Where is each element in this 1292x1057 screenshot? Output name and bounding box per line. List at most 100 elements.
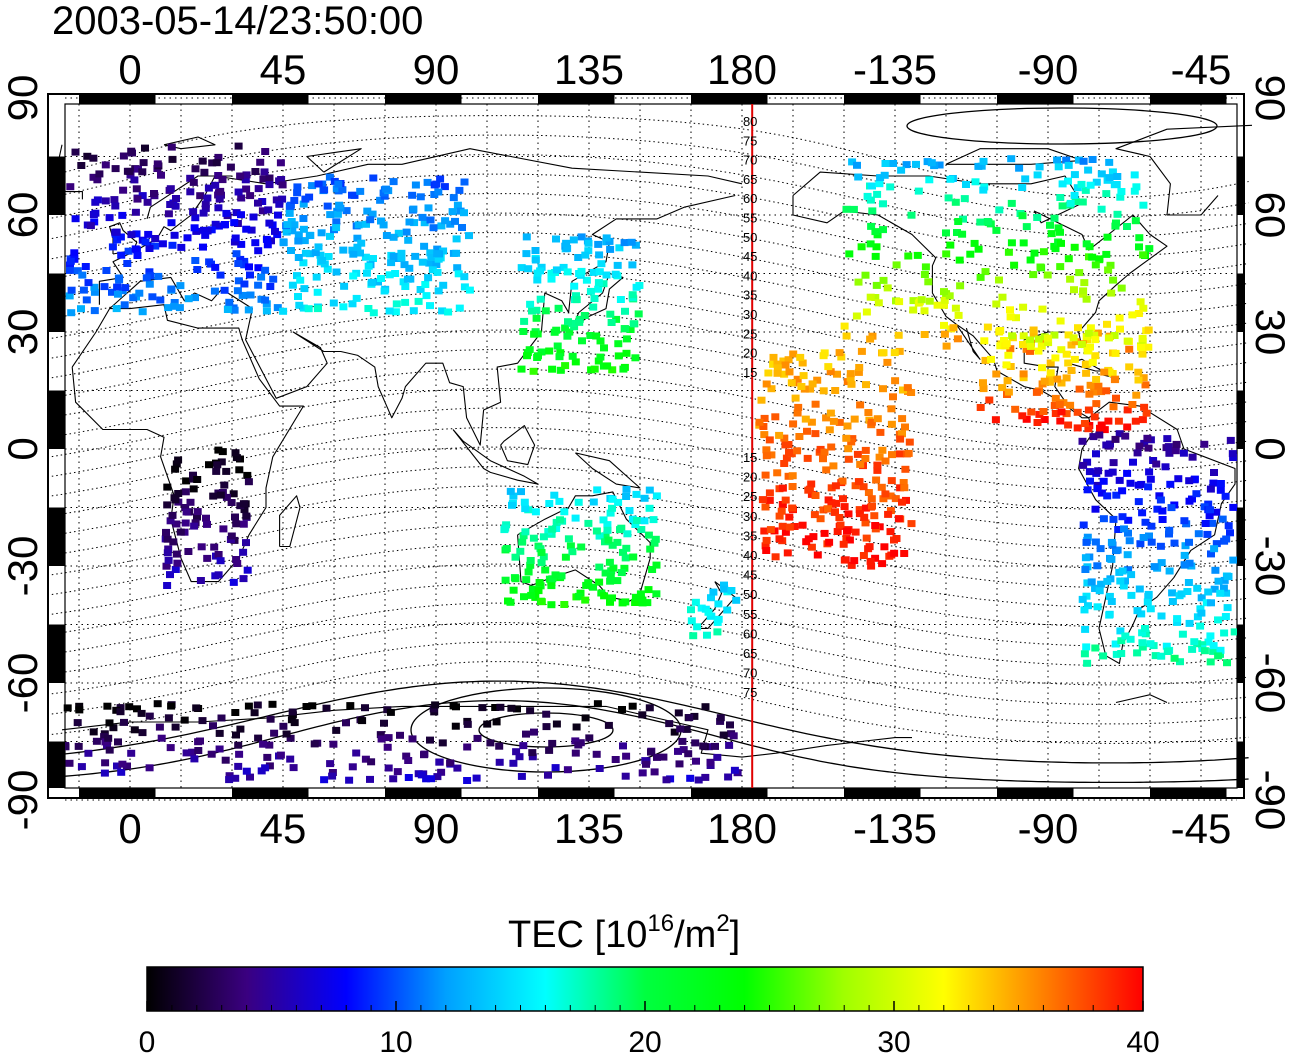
x-bottom-tick-label: -45 (1171, 805, 1232, 852)
tec-cell (278, 181, 287, 189)
tec-cell (614, 498, 623, 506)
tec-cell (628, 702, 637, 710)
tec-cell (197, 543, 206, 551)
tec-cell (820, 448, 829, 456)
tec-cell (692, 757, 700, 765)
tec-cell (1133, 607, 1142, 615)
tec-cell (1084, 166, 1093, 174)
tec-cell (945, 292, 954, 300)
tec-cell (1131, 417, 1140, 425)
tec-cell (621, 554, 630, 562)
meridian-label: 20 (743, 470, 757, 485)
tec-cell (1109, 459, 1118, 467)
tec-cell (428, 266, 437, 274)
magnetic-contour (51, 212, 1249, 296)
magnetic-contour (51, 563, 1249, 647)
tec-cell (246, 773, 254, 781)
tec-cell (511, 575, 520, 583)
tec-cell (234, 277, 243, 285)
tec-cell (163, 501, 172, 509)
magnetic-contour (51, 699, 1249, 784)
tec-cell (509, 586, 518, 594)
tec-cell (300, 285, 309, 293)
tec-cell (981, 268, 990, 276)
meridian-label: 60 (743, 626, 757, 641)
tec-cell (799, 372, 808, 380)
tec-cell (594, 279, 603, 287)
tec-cell (332, 185, 341, 193)
tec-cell (260, 168, 269, 176)
tec-cell (761, 542, 770, 550)
tec-cell (855, 510, 864, 518)
tec-cell (1077, 180, 1086, 188)
tec-cell (533, 276, 542, 284)
tec-cell (1116, 627, 1125, 635)
tec-cell (311, 249, 320, 257)
tec-cell (397, 249, 406, 257)
tec-cell (554, 304, 563, 312)
tec-cell (544, 771, 552, 779)
tec-cell (264, 206, 273, 214)
tec-cell (258, 198, 267, 205)
tec-cell (513, 705, 521, 713)
tec-cell (356, 249, 364, 257)
meridian-label: 50 (743, 587, 757, 602)
tec-cell (401, 298, 410, 306)
tec-cell (90, 283, 99, 291)
tec-cell (234, 188, 243, 196)
tec-cell (1153, 505, 1162, 513)
tec-cell (235, 466, 244, 474)
magnetic-contour (51, 134, 1249, 218)
tec-cell (1110, 181, 1119, 189)
tec-cell (1212, 540, 1221, 548)
tec-cell (886, 183, 895, 191)
tec-cell (552, 326, 561, 334)
magnetic-contour (51, 466, 1249, 549)
tec-cell (294, 237, 303, 245)
tec-cell (1075, 385, 1084, 393)
tec-cell (168, 511, 177, 519)
tec-cell (483, 720, 492, 728)
tec-cell (873, 461, 882, 469)
tec-cell (132, 185, 141, 193)
tec-cell (1123, 337, 1132, 345)
tec-cell (604, 721, 613, 729)
tec-cell (676, 725, 685, 733)
tec-cell (861, 504, 870, 512)
tec-cell (1033, 171, 1042, 179)
tec-cell (898, 498, 906, 506)
tec-cell (100, 733, 109, 741)
tec-cell (958, 230, 967, 238)
tec-cell (618, 706, 626, 713)
tec-cell (616, 296, 625, 303)
tec-cell (1163, 435, 1172, 443)
tec-cell (202, 514, 210, 522)
tec-cell (1105, 368, 1114, 376)
tec-cell (137, 709, 146, 717)
tec-cell (1092, 450, 1100, 458)
tec-cell (638, 711, 647, 719)
tec-cell (1200, 647, 1209, 655)
tec-cell (1111, 435, 1120, 443)
tec-cell (566, 542, 575, 550)
tec-cell (254, 247, 263, 255)
tec-cell (75, 702, 84, 710)
tec-cell (563, 766, 572, 774)
tec-cell (257, 273, 266, 281)
tec-cell (643, 599, 652, 607)
tec-cell (782, 454, 791, 462)
tec-cell (674, 747, 682, 755)
magnetic-contour (51, 368, 1249, 452)
coastline (306, 148, 362, 173)
tec-cell (170, 299, 179, 306)
tec-cell (645, 486, 654, 494)
tec-cell (524, 265, 533, 273)
tec-cell (850, 557, 859, 565)
meridian-label: 45 (743, 568, 757, 583)
tec-cell (293, 272, 301, 280)
tec-cell (1109, 403, 1118, 411)
tec-cell (182, 508, 191, 516)
tec-cell (762, 452, 771, 460)
frame-band (1237, 507, 1244, 566)
tec-cell (1108, 468, 1117, 476)
